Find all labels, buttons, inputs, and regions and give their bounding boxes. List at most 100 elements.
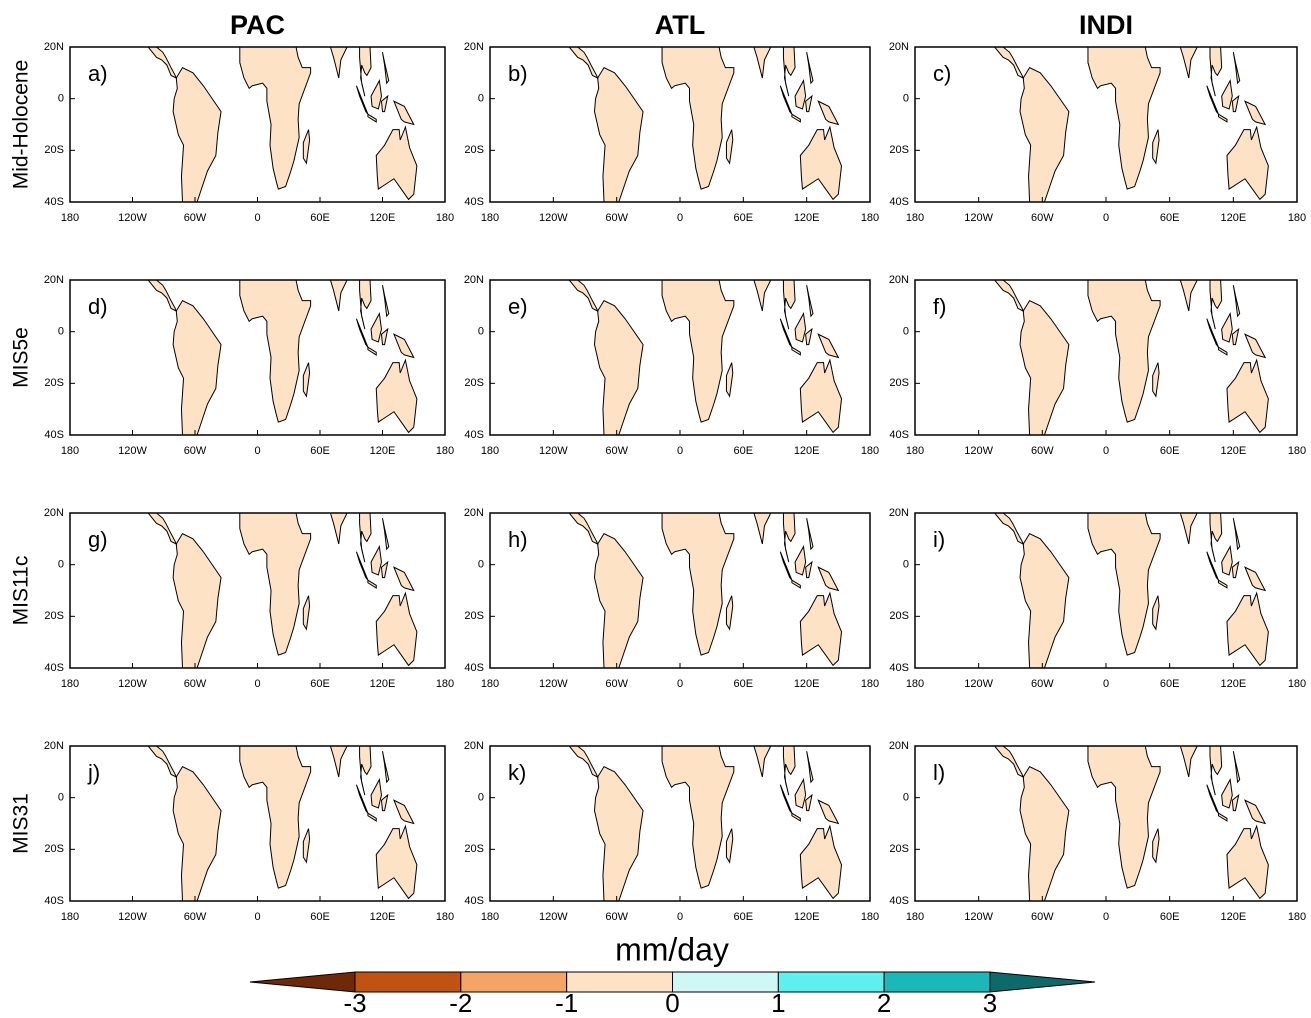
landmass bbox=[779, 318, 793, 348]
lon-tick-label: 180 bbox=[61, 212, 79, 224]
landmass bbox=[1152, 362, 1160, 398]
lat-tick-label: 20N bbox=[464, 740, 484, 752]
landmass bbox=[375, 125, 418, 201]
colorbar-tick-label: -2 bbox=[449, 988, 472, 1018]
lon-tick-label: 0 bbox=[1103, 911, 1109, 923]
landmass bbox=[805, 327, 813, 346]
panel-letter: d) bbox=[88, 294, 108, 319]
land bbox=[568, 280, 843, 435]
landmass bbox=[817, 333, 840, 359]
landmass bbox=[1217, 812, 1228, 822]
landmass bbox=[568, 47, 599, 80]
lat-tick-label: 20S bbox=[44, 610, 64, 622]
lon-tick-label: 180 bbox=[481, 212, 499, 224]
lon-tick-label: 60E bbox=[1160, 445, 1180, 457]
landmass bbox=[367, 579, 377, 589]
landmass bbox=[993, 746, 1025, 779]
landmass bbox=[382, 751, 390, 784]
landmass bbox=[393, 566, 415, 592]
lat-tick-label: 0 bbox=[903, 792, 909, 804]
lat-tick-label: 20S bbox=[889, 377, 909, 389]
lat-tick-label: 40S bbox=[889, 895, 909, 907]
landmass bbox=[753, 280, 772, 312]
lon-tick-label: 60E bbox=[310, 445, 330, 457]
panel-letter: a) bbox=[88, 61, 108, 86]
lon-tick-label: 120E bbox=[370, 445, 396, 457]
landmass bbox=[1152, 828, 1160, 864]
landmass bbox=[1231, 560, 1240, 579]
panel-letter: b) bbox=[508, 61, 528, 86]
landmass bbox=[1244, 333, 1267, 359]
lat-tick-label: 0 bbox=[478, 93, 484, 105]
map-panel: a) 20N 0 20S 40S 180 120W 60W 0 60E 120E 180 bbox=[44, 41, 454, 224]
landmass bbox=[1206, 784, 1219, 814]
landmass bbox=[1209, 280, 1223, 330]
lon-tick-label: 60W bbox=[605, 678, 628, 690]
landmass bbox=[1244, 100, 1267, 126]
land bbox=[568, 513, 843, 668]
lon-tick-label: 60W bbox=[184, 212, 207, 224]
colorbar-box bbox=[777, 971, 885, 993]
column-title: ATL bbox=[655, 10, 705, 40]
landmass bbox=[661, 746, 735, 889]
lon-tick-label: 0 bbox=[1103, 445, 1109, 457]
panel-letter: j) bbox=[87, 760, 100, 785]
lat-tick-label: 40S bbox=[464, 429, 484, 441]
lon-tick-label: 120E bbox=[1220, 911, 1246, 923]
lat-tick-label: 20S bbox=[44, 843, 64, 855]
lon-tick-label: 180 bbox=[436, 911, 454, 923]
lon-tick-label: 180 bbox=[481, 445, 499, 457]
row-label: MIS5e bbox=[10, 327, 33, 388]
lon-tick-label: 0 bbox=[1103, 212, 1109, 224]
colorbar-end bbox=[989, 971, 1096, 993]
land bbox=[147, 47, 418, 202]
map-panel: c) 20N 0 20S 40S 180 120W 60W 0 60E 120E 180 bbox=[889, 41, 1306, 224]
landmass bbox=[239, 47, 312, 190]
landmass bbox=[817, 100, 840, 126]
land bbox=[993, 47, 1269, 202]
landmass bbox=[375, 591, 418, 667]
colorbar-box bbox=[672, 971, 779, 993]
lat-tick-label: 20N bbox=[889, 740, 909, 752]
lon-tick-label: 120E bbox=[1220, 445, 1246, 457]
lat-tick-label: 0 bbox=[58, 559, 64, 571]
lat-tick-label: 0 bbox=[58, 326, 64, 338]
lon-tick-label: 120W bbox=[539, 445, 568, 457]
lon-tick-label: 180 bbox=[861, 678, 879, 690]
landmass bbox=[568, 280, 599, 313]
landmass bbox=[393, 100, 415, 126]
landmass bbox=[993, 47, 1025, 80]
lon-tick-label: 120E bbox=[370, 212, 396, 224]
lon-tick-label: 120W bbox=[964, 212, 993, 224]
landmass bbox=[172, 533, 222, 668]
lat-tick-label: 20S bbox=[464, 843, 484, 855]
lon-tick-label: 60W bbox=[605, 212, 628, 224]
lat-tick-label: 20N bbox=[889, 41, 909, 53]
lat-tick-label: 40S bbox=[889, 196, 909, 208]
map-panel: k) 20N 0 20S 40S 180 120W 60W 0 60E 120E 180 bbox=[464, 740, 879, 923]
landmass bbox=[661, 513, 735, 656]
lon-tick-label: 180 bbox=[1288, 445, 1306, 457]
landmass bbox=[147, 746, 178, 779]
landmass bbox=[382, 52, 390, 85]
landmass bbox=[993, 513, 1025, 546]
landmass bbox=[791, 113, 801, 123]
landmass bbox=[593, 300, 644, 435]
lat-tick-label: 20S bbox=[44, 144, 64, 156]
landmass bbox=[1221, 778, 1233, 809]
landmass bbox=[1087, 280, 1161, 423]
lon-tick-label: 180 bbox=[906, 678, 924, 690]
panel-letter: c) bbox=[933, 61, 951, 86]
landmass bbox=[791, 812, 801, 822]
lon-tick-label: 60E bbox=[310, 911, 330, 923]
lon-tick-label: 180 bbox=[906, 911, 924, 923]
land bbox=[147, 746, 418, 901]
landmass bbox=[393, 799, 415, 825]
colorbar-tick-label: 1 bbox=[771, 988, 785, 1018]
landmass bbox=[367, 113, 377, 123]
lon-tick-label: 180 bbox=[861, 445, 879, 457]
lon-tick-label: 60E bbox=[1160, 212, 1180, 224]
lat-tick-label: 20N bbox=[464, 507, 484, 519]
landmass bbox=[375, 824, 418, 900]
lat-tick-label: 40S bbox=[44, 662, 64, 674]
